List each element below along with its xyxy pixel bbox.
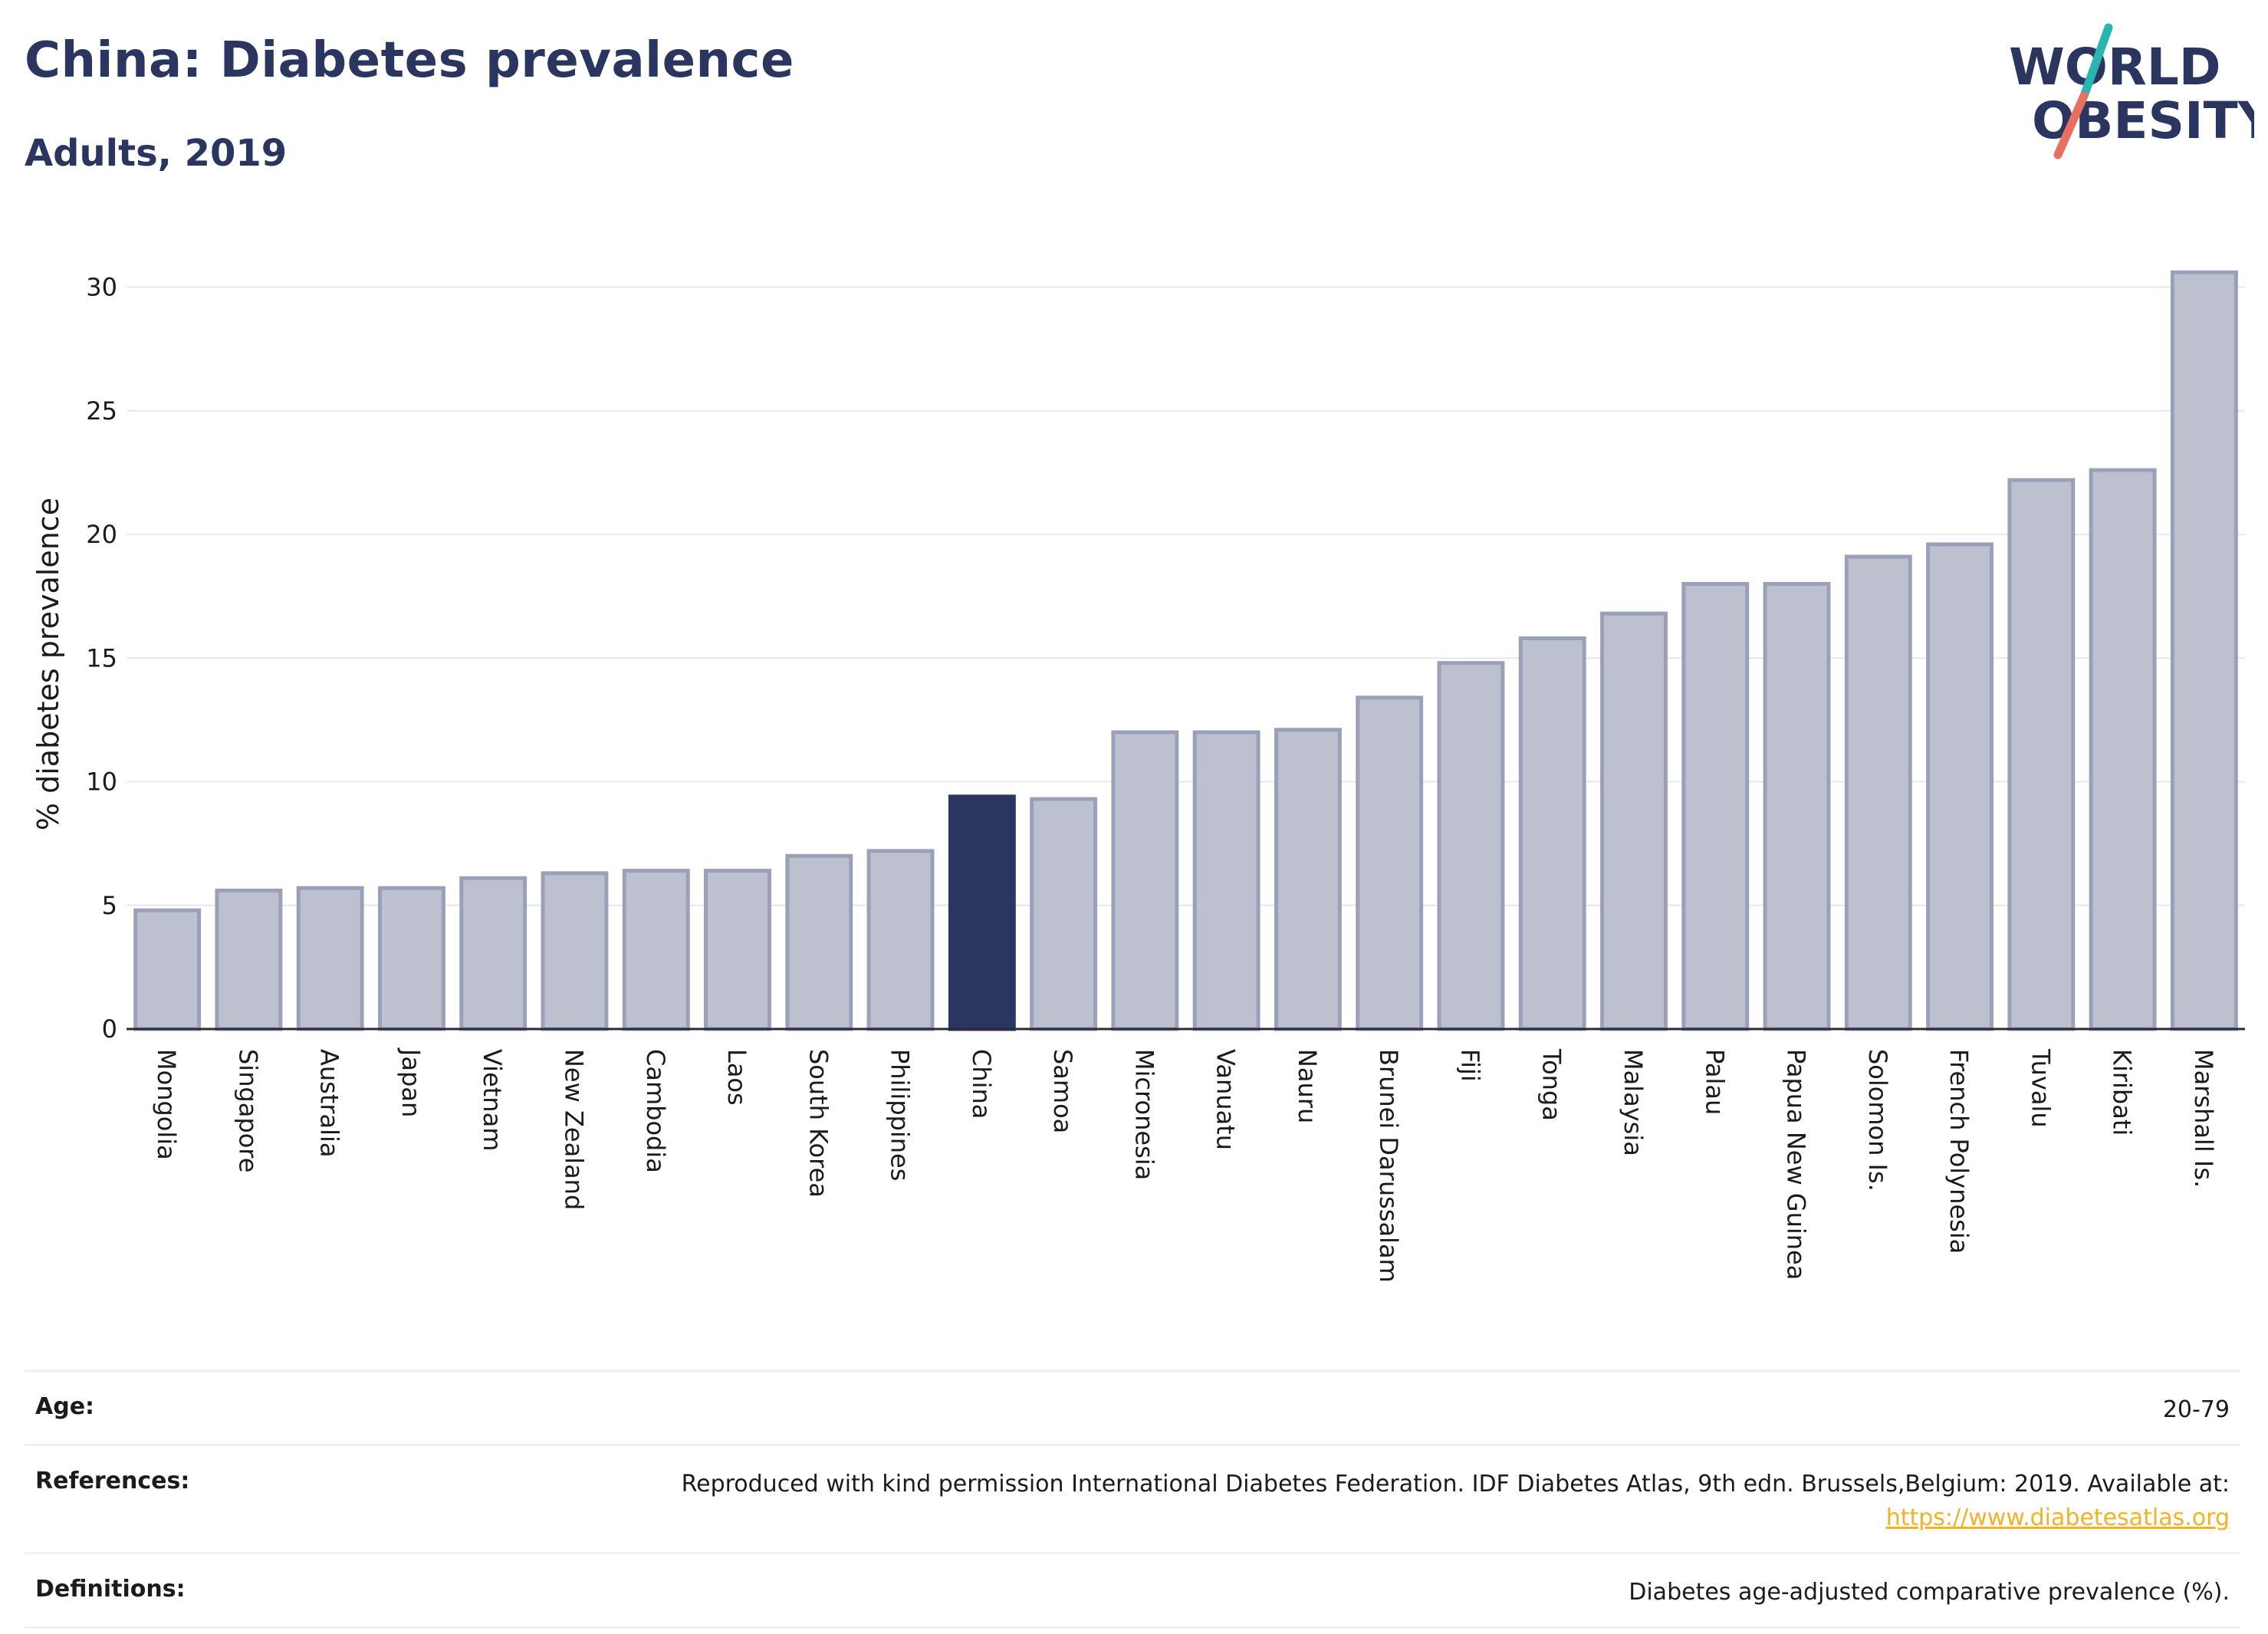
chart-subtitle: Adults, 2019 [25, 132, 288, 175]
y-axis-title: % diabetes prevalence [31, 498, 65, 830]
x-tick-label: Mongolia [152, 1049, 181, 1160]
x-tick-label: Papua New Guinea [1782, 1049, 1811, 1280]
bar-fiji [1437, 661, 1505, 1031]
x-tick-label: French Polynesia [1944, 1049, 1974, 1254]
logo-slash-teal [2079, 23, 2113, 100]
y-tick-label: 25 [86, 396, 117, 426]
x-tick-label: Japan [396, 1047, 426, 1117]
x-tick-label: Solomon Is. [1863, 1049, 1892, 1192]
references-link[interactable]: https://www.diabetesatlas.org [1885, 1504, 2230, 1531]
info-row-age: Age: 20-79 [25, 1369, 2240, 1444]
x-tick-label: Palau [1700, 1049, 1729, 1115]
bar-tuvalu [2007, 478, 2076, 1031]
bar-philippines [866, 849, 935, 1031]
x-tick-label: Vietnam [478, 1049, 507, 1151]
bars [133, 270, 2238, 1031]
x-tick-label: New Zealand [559, 1049, 588, 1210]
info-row-definitions: Definitions: Diabetes age-adjusted compa… [25, 1552, 2240, 1629]
x-tick-label: Kiribati [2108, 1049, 2137, 1136]
logo-slash-coral [2053, 91, 2089, 159]
x-axis-labels: Mongolia Singapore Australia Japan Vietnam Ne… [152, 1047, 2218, 1283]
bar-kiribati [2089, 468, 2157, 1031]
x-tick-label: China [967, 1049, 996, 1119]
x-tick-label: Philippines [886, 1049, 915, 1181]
info-value-definitions: Diabetes age-adjusted comparative preval… [1629, 1579, 2230, 1606]
x-tick-label: Vanuatu [1211, 1049, 1241, 1150]
bar-china [948, 794, 1016, 1031]
bar-micronesia [1111, 730, 1179, 1031]
x-tick-label: Fiji [1455, 1049, 1484, 1082]
y-tick-label: 5 [102, 891, 117, 920]
x-tick-label: Samoa [1048, 1049, 1077, 1133]
bar-french-polynesia [1926, 542, 1994, 1031]
bar-mongolia [133, 908, 202, 1031]
info-value-age: 20-79 [2162, 1396, 2230, 1423]
info-value-references: Reproduced with kind permission Internat… [682, 1468, 2230, 1535]
world-obesity-logo: WORLD OBESITY [2009, 23, 2254, 159]
bar-new-zealand [541, 871, 609, 1031]
logo-text-world: WORLD [2009, 38, 2221, 97]
info-row-references: References: Reproduced with kind permiss… [25, 1444, 2240, 1552]
y-tick-label: 20 [86, 520, 117, 549]
bar-singapore [215, 888, 283, 1031]
info-key-definitions: Definitions: [35, 1576, 186, 1603]
bar-palau [1681, 582, 1750, 1031]
x-tick-label: Malaysia [1619, 1049, 1648, 1156]
x-tick-label: Marshall Is. [2189, 1049, 2218, 1188]
chart-title: China: Diabetes prevalence [25, 32, 794, 89]
x-tick-label: Australia [315, 1049, 344, 1158]
bar-malaysia [1600, 611, 1668, 1031]
bar-vietnam [459, 876, 528, 1031]
x-tick-label: Singapore [233, 1049, 262, 1172]
bar-solomon-is [1844, 554, 1912, 1031]
info-key-references: References: [35, 1468, 190, 1494]
y-axis-ticks: 0 5 10 15 20 25 30 [86, 273, 117, 1044]
info-table: Age: 20-79 References: Reproduced with k… [25, 1369, 2240, 1629]
bar-samoa [1030, 797, 1098, 1031]
x-tick-label: Laos [722, 1049, 751, 1106]
bar-australia [296, 886, 364, 1031]
bar-brunei-darussalam [1356, 695, 1424, 1031]
bar-vanuatu [1192, 730, 1261, 1031]
bar-cambodia [622, 869, 690, 1031]
x-tick-label: Cambodia [641, 1049, 670, 1173]
references-text: Reproduced with kind permission Internat… [681, 1471, 2230, 1498]
info-key-age: Age: [35, 1393, 95, 1420]
y-tick-label: 0 [102, 1014, 117, 1044]
y-tick-label: 15 [86, 643, 117, 672]
x-tick-label: Nauru [1293, 1049, 1322, 1123]
bar-tonga [1518, 636, 1586, 1031]
x-tick-label: South Korea [804, 1049, 833, 1198]
bar-marshall-is [2170, 270, 2238, 1031]
bar-chart: 0 5 10 15 20 25 30 Mongolia Singapore Australia J… [31, 270, 2245, 1283]
bar-laos [704, 869, 771, 1031]
x-tick-label: Brunei Darussalam [1374, 1049, 1403, 1283]
x-tick-label: Tonga [1537, 1048, 1566, 1121]
bar-south-korea [785, 853, 853, 1031]
x-tick-label: Tuvalu [2026, 1048, 2055, 1128]
y-tick-label: 30 [86, 273, 117, 302]
bar-japan [377, 886, 445, 1031]
x-tick-label: Micronesia [1129, 1049, 1159, 1180]
y-tick-label: 10 [86, 768, 117, 797]
bar-nauru [1274, 728, 1342, 1031]
bar-papua-new-guinea [1763, 582, 1831, 1031]
